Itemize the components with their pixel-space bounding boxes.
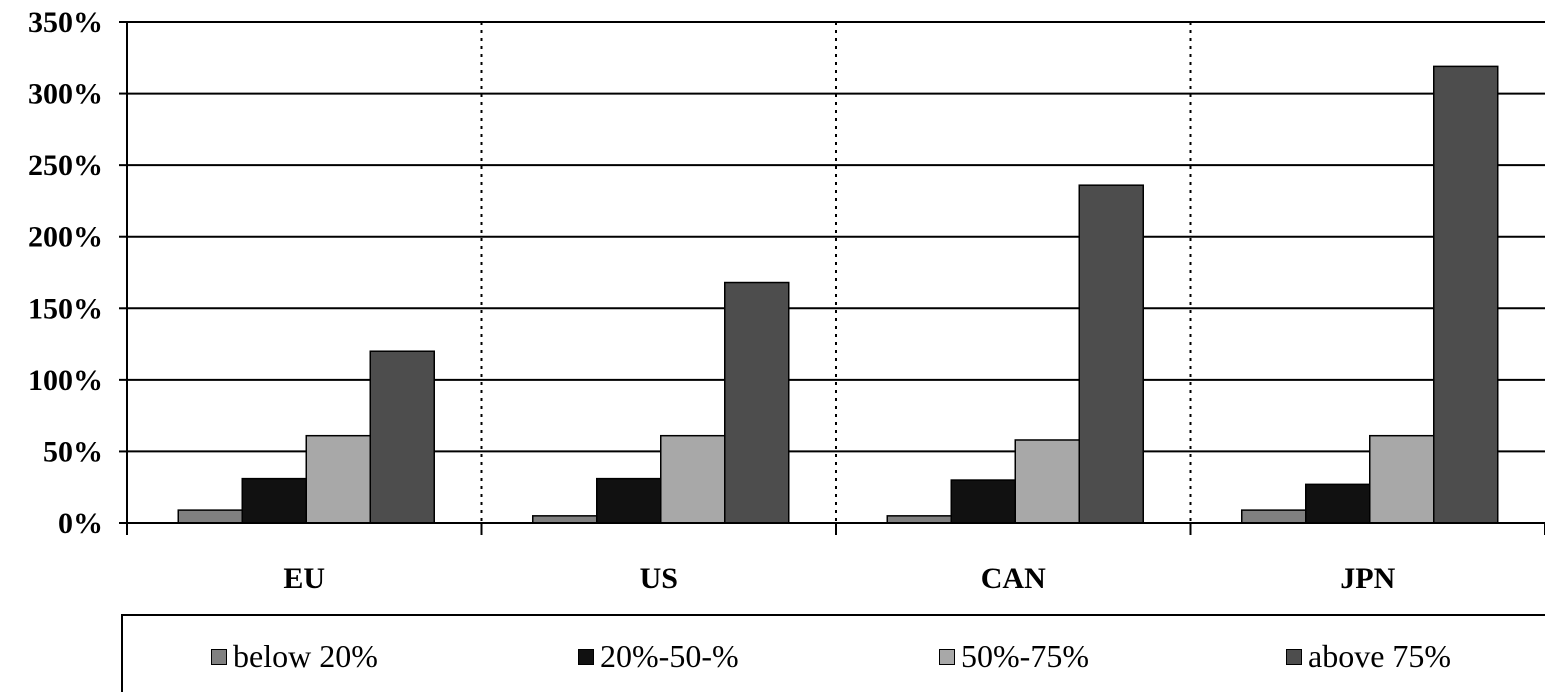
y-tick-label: 250%	[28, 149, 103, 182]
legend-label: 20%-50-%	[600, 638, 739, 674]
legend-swatch	[939, 648, 955, 665]
legend-label: above 75%	[1308, 638, 1452, 674]
legend-label: 50%-75%	[961, 638, 1089, 674]
y-tick-labels: 0% 50% 100% 150% 200% 250% 300% 350%	[28, 6, 103, 540]
y-tick-label: 200%	[28, 221, 103, 254]
bar-eu-series-2	[241, 477, 307, 524]
bar-jpn-series-1	[1241, 509, 1307, 524]
category-labels: EU US CAN JPN	[283, 562, 1395, 595]
category-label: EU	[283, 562, 325, 595]
bar-us-series-3	[660, 434, 726, 524]
bar-jpn-series-2	[1305, 483, 1371, 524]
bar-eu-series-3	[305, 434, 371, 524]
bar-can-series-1	[886, 515, 952, 524]
legend: below 20% 20%-50-% 50%-75% above 75%	[121, 614, 1545, 692]
category-label: US	[640, 562, 678, 595]
bar-can-series-4	[1078, 184, 1144, 524]
category-label: JPN	[1340, 562, 1395, 595]
y-tick-label: 0%	[58, 507, 103, 540]
legend-item: 50%-75%	[939, 638, 1089, 675]
y-tick-label: 350%	[28, 6, 103, 39]
bar-eu-series-4	[369, 350, 435, 524]
bar-us-series-4	[724, 281, 790, 524]
y-tick-label: 100%	[28, 364, 103, 397]
y-tick-label: 50%	[43, 435, 103, 468]
legend-swatch	[578, 648, 594, 665]
bar-jpn-series-4	[1433, 65, 1499, 524]
axes	[126, 22, 1545, 535]
category-separators	[480, 22, 1192, 523]
category-label: CAN	[981, 562, 1046, 595]
bar-can-series-2	[950, 479, 1016, 524]
bar-us-series-2	[596, 477, 662, 524]
legend-item: 20%-50-%	[578, 638, 739, 675]
bars	[177, 65, 1499, 524]
legend-swatch	[1286, 648, 1302, 665]
bar-us-series-1	[532, 515, 598, 524]
bar-jpn-series-3	[1369, 434, 1435, 524]
legend-item: below 20%	[211, 638, 378, 675]
y-tick-label: 300%	[28, 78, 103, 111]
y-tick-label: 150%	[28, 292, 103, 325]
bar-can-series-3	[1014, 439, 1080, 524]
bar-chart: 0% 50% 100% 150% 200% 250% 300% 350% EU US CAN JPN	[28, 6, 1545, 595]
legend-label: below 20%	[233, 638, 378, 674]
bar-eu-series-1	[177, 509, 243, 524]
legend-swatch	[211, 648, 227, 665]
legend-item: above 75%	[1286, 638, 1451, 675]
